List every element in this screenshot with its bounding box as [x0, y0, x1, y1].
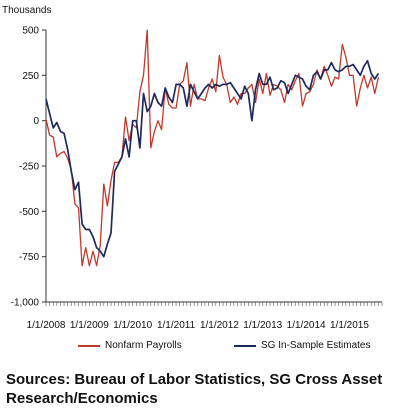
x-tick-label: 1/1/2011	[157, 320, 196, 331]
y-tick-label: 0	[33, 116, 39, 127]
line-chart: Thousands 500 250 0 -250 -500 -750 -1,000 1/1/2…	[2, 5, 383, 331]
axes: 500 250 0 -250 -500 -750 -1,000 1/1/2008 1/1/200…	[11, 26, 383, 331]
legend-label-sg-estimates: SG In-Sample Estimates	[261, 340, 371, 351]
series-line-nonfarm-payrolls	[45, 29, 380, 267]
series-lines	[45, 29, 380, 267]
x-tick-label: 1/1/2010	[113, 320, 152, 331]
series-line-sg-in-sample-estimates	[45, 59, 380, 258]
x-tick-label: 1/1/2013	[243, 320, 282, 331]
x-tick-label: 1/1/2009	[70, 320, 109, 331]
y-tick-label: -500	[19, 207, 39, 218]
y-tick-label: 500	[22, 26, 39, 37]
x-tick-label: 1/1/2014	[287, 320, 326, 331]
legend: Nonfarm Payrolls SG In-Sample Estimates	[0, 336, 402, 358]
x-tick-label: 1/1/2012	[200, 320, 239, 331]
legend-label-nonfarm-payrolls: Nonfarm Payrolls	[105, 340, 182, 351]
y-tick-label: -1,000	[11, 298, 40, 309]
y-tick-label: -750	[19, 252, 39, 263]
x-tick-label: 1/1/2015	[330, 320, 369, 331]
legend-swatch-nonfarm-payrolls	[78, 344, 100, 347]
legend-item-sg-estimates: SG In-Sample Estimates	[234, 340, 370, 351]
y-axis-title: Thousands	[2, 5, 51, 16]
y-tick-label: -250	[19, 162, 39, 173]
legend-item-nonfarm-payrolls: Nonfarm Payrolls	[78, 340, 182, 351]
y-tick-label: 250	[22, 71, 39, 82]
x-tick-label: 1/1/2008	[27, 320, 66, 331]
chart: Thousands 500 250 0 -250 -500 -750 -1,000 1/1/2…	[2, 5, 383, 331]
legend-swatch-sg-estimates	[234, 344, 256, 347]
source-note: Sources: Bureau of Labor Statistics, SG …	[6, 371, 383, 407]
